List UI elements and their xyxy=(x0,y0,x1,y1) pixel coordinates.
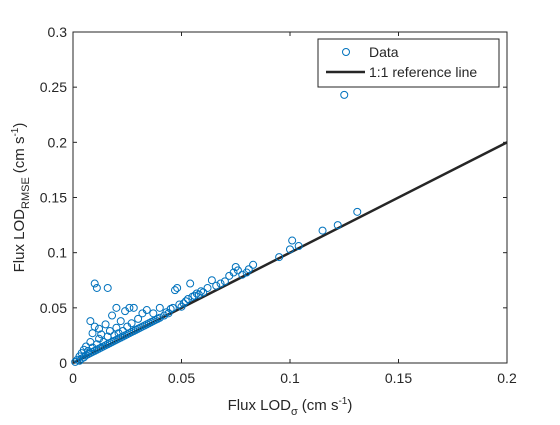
y-tick-label: 0 xyxy=(59,355,67,371)
x-axis-label: Flux LODσ (cm s-1) xyxy=(228,396,353,418)
data-point xyxy=(95,324,104,333)
data-point xyxy=(233,266,242,275)
y-axis-label-main: Flux LOD xyxy=(11,209,28,273)
legend-box xyxy=(317,38,500,88)
data-point xyxy=(229,268,238,277)
data-point xyxy=(92,283,101,292)
y-axis-label-superscript: -1 xyxy=(10,127,21,136)
y-tick-label: 0.15 xyxy=(40,190,67,206)
data-point xyxy=(105,327,114,336)
data-point xyxy=(275,253,284,262)
y-axis-label: Flux LODRMSE (cm s-1) xyxy=(10,123,32,273)
data-point xyxy=(86,317,95,326)
x-axis-label-superscript: -1 xyxy=(338,396,347,407)
legend-label-reference: 1:1 reference line xyxy=(369,64,477,80)
data-point xyxy=(186,279,195,288)
x-axis-label-subscript: σ xyxy=(291,406,298,418)
y-axis-label-subscript: RMSE xyxy=(20,177,32,209)
data-point xyxy=(170,286,179,295)
data-point xyxy=(125,303,134,312)
data-point xyxy=(333,221,342,230)
data-point xyxy=(238,270,247,279)
data-point xyxy=(286,245,294,254)
y-axis-label-close: ) xyxy=(11,123,28,128)
x-axis-label-main: Flux LOD xyxy=(228,397,292,414)
data-point xyxy=(142,306,151,315)
data-layer xyxy=(71,90,508,366)
y-axis-label-unit: (cm s xyxy=(11,137,28,174)
data-point xyxy=(249,260,258,269)
y-tick-label: 0.3 xyxy=(48,24,68,40)
data-point xyxy=(179,299,188,308)
x-tick-label: 0.2 xyxy=(497,370,517,386)
data-point xyxy=(190,291,199,300)
data-point xyxy=(244,265,253,274)
data-point xyxy=(181,297,190,306)
x-axis-ticks: 0 0.05 0.1 0.15 0.2 xyxy=(69,32,517,386)
data-point xyxy=(164,309,173,318)
data-point xyxy=(129,303,138,312)
legend-label-data: Data xyxy=(369,44,399,60)
data-point xyxy=(103,283,112,292)
data-point xyxy=(175,300,184,309)
data-point xyxy=(173,283,182,292)
data-point xyxy=(112,323,121,332)
x-tick-label: 0.15 xyxy=(385,370,412,386)
x-axis-label-close: ) xyxy=(347,397,352,414)
data-point xyxy=(90,322,99,331)
data-point xyxy=(155,313,164,322)
data-point xyxy=(108,311,117,320)
data-point xyxy=(116,317,125,326)
legend-marker-data xyxy=(342,48,350,56)
y-tick-label: 0.1 xyxy=(48,245,68,261)
data-point xyxy=(353,207,362,216)
legend: Data 1:1 reference line xyxy=(317,38,500,88)
y-tick-label: 0.05 xyxy=(40,300,67,316)
data-point xyxy=(101,320,110,329)
data-point xyxy=(127,319,136,328)
data-point xyxy=(184,295,193,304)
x-axis-label-unit: (cm s xyxy=(302,397,339,414)
x-tick-label: 0.05 xyxy=(168,370,195,386)
x-tick-label: 0 xyxy=(69,370,77,386)
data-point xyxy=(318,226,327,235)
data-point xyxy=(168,303,177,312)
data-point xyxy=(220,277,229,286)
x-tick-label: 0.1 xyxy=(280,370,300,386)
data-point xyxy=(90,279,99,288)
data-point xyxy=(207,276,216,285)
data-point xyxy=(216,279,225,288)
data-point xyxy=(212,281,221,290)
y-tick-label: 0.2 xyxy=(48,134,68,150)
y-axis-ticks: 0 0.05 0.1 0.15 0.2 0.25 0.3 xyxy=(40,24,507,371)
data-point xyxy=(71,357,80,366)
data-point xyxy=(155,303,164,312)
data-point xyxy=(199,288,208,297)
data-point xyxy=(288,236,297,245)
data-point xyxy=(294,242,303,251)
data-point xyxy=(134,314,143,323)
data-point xyxy=(112,303,121,312)
data-point xyxy=(340,90,349,99)
y-tick-label: 0.25 xyxy=(40,79,67,95)
data-point xyxy=(203,283,212,292)
